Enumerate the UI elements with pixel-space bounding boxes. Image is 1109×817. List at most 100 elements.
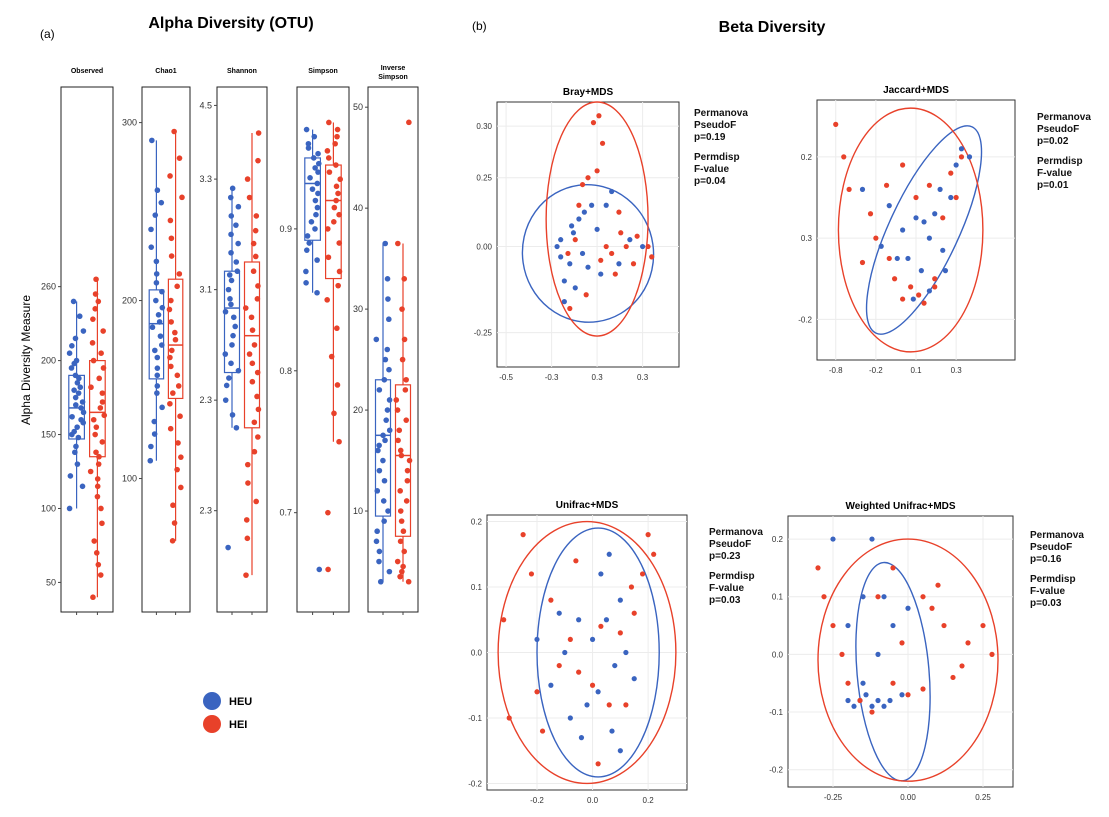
data-point-hei bbox=[171, 128, 177, 135]
y-tick-label: 2.3 bbox=[199, 506, 212, 516]
data-point-hei bbox=[92, 306, 99, 312]
y-tick-label: 300 bbox=[122, 118, 137, 128]
data-point-hei bbox=[651, 551, 657, 557]
data-point-hei bbox=[891, 276, 898, 282]
y-tick-label: 0.1 bbox=[471, 583, 483, 592]
data-point-hei bbox=[253, 498, 259, 505]
data-point-hei bbox=[573, 558, 579, 564]
stats-line: Permdisp bbox=[1030, 574, 1076, 585]
x-tick-label: 0.3 bbox=[637, 373, 649, 382]
data-point-heu bbox=[384, 276, 391, 282]
data-point-hei bbox=[179, 194, 185, 201]
data-point-heu bbox=[72, 335, 79, 342]
data-point-heu bbox=[159, 404, 165, 411]
data-point-heu bbox=[227, 194, 234, 201]
data-point-hei bbox=[89, 340, 96, 346]
data-point-hei bbox=[548, 597, 554, 603]
data-point-hei bbox=[336, 438, 342, 445]
data-point-hei bbox=[590, 120, 597, 126]
data-point-heu bbox=[305, 140, 312, 147]
data-point-hei bbox=[94, 483, 101, 490]
x-tick-label: 0.0 bbox=[587, 796, 599, 805]
data-point-heu bbox=[381, 477, 388, 484]
data-point-heu bbox=[73, 357, 80, 364]
data-point-heu bbox=[76, 313, 83, 320]
data-point-heu bbox=[223, 382, 230, 389]
data-point-hei bbox=[520, 532, 526, 538]
data-point-hei bbox=[596, 113, 602, 119]
data-point-heu bbox=[373, 538, 380, 545]
data-point-heu bbox=[228, 213, 235, 219]
data-point-heu bbox=[72, 402, 79, 408]
data-point-hei bbox=[941, 622, 947, 629]
data-point-hei bbox=[176, 155, 183, 161]
data-point-heu bbox=[154, 383, 161, 389]
data-point-heu bbox=[72, 394, 79, 401]
panel-a-tag: (a) bbox=[40, 27, 55, 41]
data-point-heu bbox=[845, 622, 851, 629]
data-point-hei bbox=[324, 297, 330, 303]
data-point-hei bbox=[250, 240, 257, 247]
data-point-hei bbox=[331, 204, 338, 211]
data-point-heu bbox=[385, 296, 391, 302]
stats-line: p=0.03 bbox=[1030, 598, 1062, 609]
legend-heu-label: HEU bbox=[229, 696, 252, 708]
y-tick-label: 0.0 bbox=[471, 649, 483, 658]
data-point-heu bbox=[932, 211, 938, 217]
data-point-hei bbox=[336, 240, 343, 246]
box-heu bbox=[223, 270, 241, 374]
stats-line: Permanova bbox=[694, 108, 748, 119]
data-point-hei bbox=[594, 168, 600, 174]
data-point-heu bbox=[148, 244, 155, 250]
stats-weighted-unifrac: Permanova PseudoF p=0.16 Permdisp F-valu… bbox=[1030, 530, 1084, 610]
data-point-hei bbox=[958, 154, 965, 160]
alpha-title: Alpha Diversity (OTU) bbox=[148, 15, 313, 32]
stats-line: F-value bbox=[1030, 586, 1066, 597]
data-point-hei bbox=[98, 505, 104, 512]
stats-bray: Permanova PseudoF p=0.19 Permdisp F-valu… bbox=[694, 108, 748, 188]
data-point-heu bbox=[905, 605, 911, 611]
data-point-hei bbox=[91, 538, 98, 544]
data-point-heu bbox=[153, 271, 160, 277]
data-point-hei bbox=[921, 300, 927, 306]
legend: HEU HEI bbox=[203, 692, 252, 733]
data-point-hei bbox=[572, 237, 578, 243]
data-point-heu bbox=[612, 662, 618, 669]
data-point-heu bbox=[579, 250, 586, 257]
data-point-hei bbox=[869, 709, 875, 715]
data-point-hei bbox=[567, 636, 573, 643]
data-point-heu bbox=[554, 243, 560, 250]
data-point-hei bbox=[335, 190, 341, 197]
data-point-hei bbox=[178, 484, 184, 491]
data-point-hei bbox=[905, 692, 911, 698]
data-point-hei bbox=[178, 454, 184, 460]
data-point-hei bbox=[242, 305, 249, 311]
data-point-heu bbox=[156, 319, 163, 325]
data-point-heu bbox=[383, 417, 389, 423]
data-point-hei bbox=[867, 211, 874, 217]
data-point-hei bbox=[249, 378, 256, 385]
data-point-hei bbox=[97, 405, 104, 411]
data-point-hei bbox=[506, 715, 512, 721]
plot-title: Bray+MDS bbox=[563, 87, 614, 98]
data-point-heu bbox=[71, 428, 78, 435]
data-point-hei bbox=[168, 253, 175, 259]
data-point-hei bbox=[396, 427, 403, 434]
x-tick-label: -0.8 bbox=[829, 366, 843, 375]
data-point-hei bbox=[255, 406, 262, 413]
data-point-hei bbox=[325, 509, 331, 516]
data-point-hei bbox=[96, 375, 102, 382]
data-point-hei bbox=[254, 369, 261, 376]
data-point-heu bbox=[306, 240, 313, 246]
stats-line: PseudoF bbox=[709, 539, 752, 550]
data-point-heu bbox=[937, 186, 943, 192]
data-point-heu bbox=[589, 636, 596, 643]
data-point-hei bbox=[935, 582, 941, 588]
data-point-hei bbox=[595, 761, 601, 767]
data-point-heu bbox=[228, 360, 234, 367]
data-point-hei bbox=[90, 316, 96, 322]
data-point-hei bbox=[90, 594, 96, 601]
data-point-heu bbox=[158, 342, 165, 348]
data-point-heu bbox=[376, 442, 382, 449]
y-tick-label: -0.1 bbox=[468, 714, 482, 723]
